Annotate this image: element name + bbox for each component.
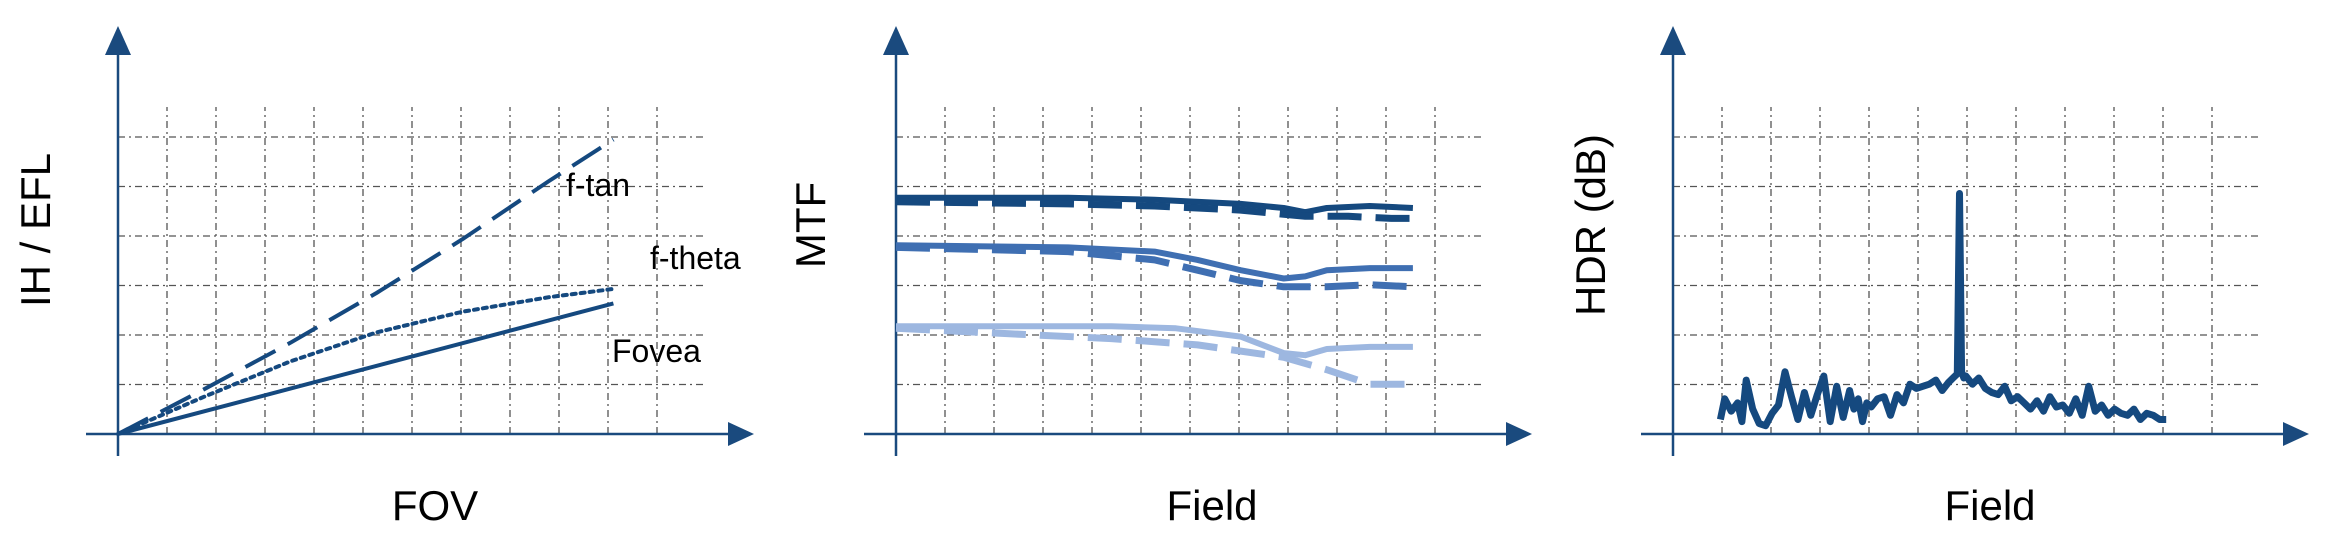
series-line-0-2 [116,286,616,436]
chart-panel-mtf: Field MTF [787,26,1532,529]
y-axis-arrow-icon [1660,26,1686,55]
series-line-1-4 [896,323,1413,359]
series-line-0-0 [117,137,615,436]
series-line-0-1 [117,301,614,436]
series-annotation: f-tan [566,167,630,203]
y-axis-arrow-icon [883,26,909,55]
x-axis-label: Field [1166,482,1257,529]
series-annotation: Fovea [612,333,701,369]
y-axis-label: IH / EFL [12,153,59,307]
series-line-1-5 [895,324,1413,388]
y-axis-label: MTF [787,182,834,268]
series-line-2-0 [1716,190,2167,430]
chart-panel-ih-efl: FOV IH / EFL f-tan f-theta Fovea [12,26,754,529]
grid [118,107,706,434]
series-annotation: f-theta [650,240,741,276]
grid [1673,107,2261,434]
y-axis-label: HDR (dB) [1567,134,1614,316]
series-line-1-0 [896,194,1414,216]
x-axis-arrow-icon [728,422,754,446]
x-axis-arrow-icon [1506,422,1532,446]
series-line-1-2 [895,242,1413,282]
x-axis-label: Field [1944,482,2035,529]
chart-panel-hdr: Field HDR (dB) [1567,26,2309,529]
y-axis-arrow-icon [105,26,131,55]
x-axis-label: FOV [392,482,478,529]
series-line-1-1 [895,198,1413,222]
series-line-1-3 [895,243,1414,291]
x-axis-arrow-icon [2283,422,2309,446]
